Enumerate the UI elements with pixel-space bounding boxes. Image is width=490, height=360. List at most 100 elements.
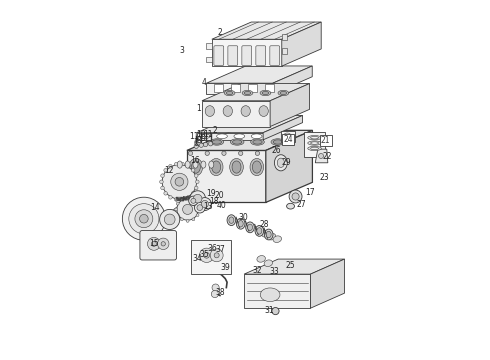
Text: 20: 20	[214, 191, 223, 200]
Circle shape	[189, 196, 198, 206]
Polygon shape	[266, 130, 313, 202]
Ellipse shape	[217, 134, 227, 139]
FancyBboxPatch shape	[206, 43, 212, 49]
Circle shape	[191, 192, 195, 195]
Ellipse shape	[265, 229, 273, 240]
Text: 34: 34	[193, 254, 202, 263]
Circle shape	[175, 208, 177, 211]
Circle shape	[169, 195, 172, 199]
Circle shape	[129, 204, 159, 234]
Circle shape	[255, 151, 260, 156]
Text: 37: 37	[215, 246, 225, 255]
Circle shape	[192, 218, 195, 221]
FancyBboxPatch shape	[270, 46, 280, 66]
Circle shape	[292, 193, 299, 200]
Ellipse shape	[238, 221, 243, 227]
Circle shape	[186, 197, 189, 199]
Text: 15: 15	[149, 239, 158, 248]
Circle shape	[195, 186, 198, 190]
Circle shape	[183, 204, 193, 215]
Text: 30: 30	[238, 213, 248, 222]
Text: 36: 36	[207, 244, 217, 253]
Ellipse shape	[247, 224, 252, 230]
Ellipse shape	[255, 227, 264, 234]
Circle shape	[194, 194, 202, 203]
Text: 13: 13	[204, 202, 213, 211]
Circle shape	[135, 210, 153, 228]
Polygon shape	[187, 150, 266, 202]
Circle shape	[174, 162, 178, 166]
Circle shape	[164, 168, 168, 172]
Ellipse shape	[232, 161, 241, 173]
Text: 28: 28	[260, 220, 270, 229]
Polygon shape	[212, 22, 321, 39]
Ellipse shape	[251, 139, 264, 145]
FancyBboxPatch shape	[248, 84, 257, 93]
Circle shape	[161, 186, 164, 190]
Text: 10: 10	[196, 130, 205, 139]
FancyBboxPatch shape	[191, 240, 231, 274]
Circle shape	[318, 153, 323, 158]
Circle shape	[162, 165, 196, 199]
Text: 2: 2	[212, 126, 217, 135]
Text: 6: 6	[193, 139, 198, 148]
Ellipse shape	[255, 226, 264, 236]
FancyBboxPatch shape	[214, 84, 223, 93]
Ellipse shape	[224, 90, 235, 96]
Ellipse shape	[189, 158, 203, 176]
Ellipse shape	[257, 228, 262, 234]
Ellipse shape	[185, 161, 190, 168]
Ellipse shape	[264, 260, 272, 266]
Circle shape	[203, 142, 208, 147]
Circle shape	[180, 218, 183, 221]
Text: 27: 27	[296, 200, 306, 209]
Text: 22: 22	[323, 152, 332, 161]
Text: 12: 12	[164, 166, 174, 175]
Polygon shape	[202, 101, 270, 127]
FancyBboxPatch shape	[140, 230, 176, 260]
Circle shape	[194, 144, 198, 148]
Circle shape	[181, 162, 184, 166]
Polygon shape	[206, 83, 273, 94]
Ellipse shape	[250, 158, 264, 176]
Text: 21: 21	[321, 136, 330, 145]
Circle shape	[181, 198, 184, 201]
FancyBboxPatch shape	[304, 132, 325, 157]
Circle shape	[164, 192, 168, 195]
Ellipse shape	[212, 161, 220, 173]
Circle shape	[122, 197, 166, 240]
Text: 25: 25	[285, 261, 295, 270]
Ellipse shape	[280, 91, 287, 95]
Ellipse shape	[278, 90, 289, 96]
Ellipse shape	[209, 161, 214, 168]
Ellipse shape	[233, 140, 242, 144]
Text: 23: 23	[319, 173, 329, 182]
Circle shape	[208, 141, 213, 146]
Ellipse shape	[229, 217, 234, 224]
Circle shape	[201, 201, 208, 208]
Polygon shape	[206, 66, 312, 83]
Ellipse shape	[212, 140, 221, 144]
FancyBboxPatch shape	[256, 46, 266, 66]
FancyBboxPatch shape	[242, 46, 252, 66]
Ellipse shape	[223, 106, 232, 116]
Ellipse shape	[260, 90, 271, 96]
Text: 35: 35	[199, 250, 209, 259]
Circle shape	[191, 168, 195, 172]
Text: 18: 18	[209, 197, 219, 206]
FancyBboxPatch shape	[281, 131, 295, 141]
Text: 19: 19	[206, 189, 216, 198]
Circle shape	[160, 180, 163, 184]
Ellipse shape	[262, 230, 270, 237]
FancyBboxPatch shape	[282, 35, 287, 40]
Circle shape	[192, 198, 195, 201]
Ellipse shape	[268, 233, 276, 240]
Text: 11: 11	[203, 130, 213, 139]
Ellipse shape	[257, 256, 266, 262]
Polygon shape	[263, 116, 302, 140]
Text: 39: 39	[220, 263, 230, 272]
Ellipse shape	[192, 161, 200, 173]
Ellipse shape	[193, 161, 198, 168]
Ellipse shape	[308, 141, 321, 145]
Text: 24: 24	[283, 135, 293, 144]
